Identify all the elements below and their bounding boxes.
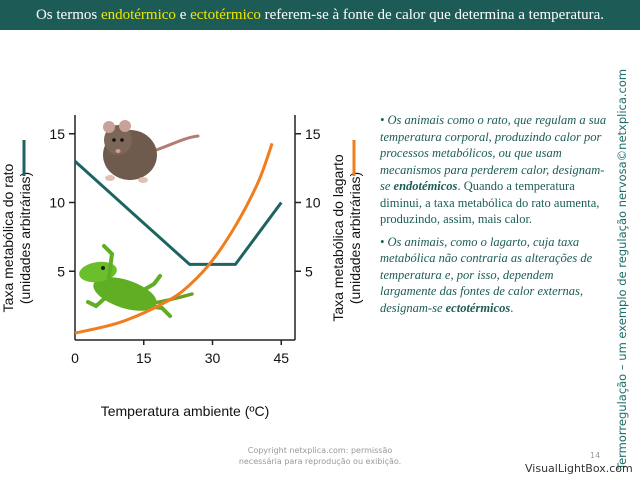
- term-ectotermicos: ectotérmicos: [445, 300, 511, 315]
- y-tick-left-label: 10: [49, 195, 65, 211]
- lizard-series-line: [74, 142, 274, 335]
- rat-nose: [115, 149, 121, 153]
- y-axis-label-right-2: (unidades arbitrárias): [347, 172, 363, 304]
- rat-paw-right: [138, 177, 148, 183]
- x-tick-label: 0: [71, 350, 79, 366]
- lizard-leg-front-upper: [102, 244, 115, 286]
- rat-ear-right: [119, 120, 131, 132]
- x-axis-label: Temperatura ambiente (ºC): [101, 403, 270, 419]
- copyright-line-2: necessária para reprodução ou exibição.: [238, 457, 402, 466]
- y-tick-right-label: 10: [305, 195, 321, 211]
- copyright-line-1: Copyright netxplica.com: permissão: [247, 446, 393, 455]
- header-bar: Os termos endotérmico e ectotérmico refe…: [0, 0, 640, 30]
- side-title: Termorregulação – um exemplo de regulaçã…: [615, 68, 629, 470]
- y-axis-label-left-1: Taxa metabólica do rato: [0, 163, 16, 312]
- page-number: 14: [590, 451, 601, 460]
- bullet-2: •: [380, 234, 388, 249]
- header-text-2: e: [175, 7, 191, 23]
- y-tick-left-label: 15: [49, 126, 65, 142]
- paragraph-2-rest: .: [510, 300, 514, 315]
- y-axis-label-left-2: (unidades arbitrárias): [17, 172, 33, 304]
- lizard-leg-front-lower: [86, 290, 114, 309]
- paragraph-1-rest: . Quando a temperatura diminui, a taxa m…: [380, 179, 600, 226]
- paragraph-ectotermicos: • Os animais, como o lagarto, cuja taxa …: [380, 234, 612, 317]
- y-tick-left-label: 5: [57, 263, 65, 279]
- watermark-text: VisualLightBox.com: [525, 462, 633, 475]
- x-tick-label: 15: [136, 350, 152, 366]
- rat-ear-left: [103, 121, 115, 133]
- copyright-footer: Copyright netxplica.com: permissão neces…: [210, 445, 430, 467]
- paragraph-endotermicos: • Os animais como o rato, que regulam a …: [380, 112, 612, 228]
- rat-eye-left: [112, 138, 116, 142]
- text-panel: • Os animais como o rato, que regulam a …: [380, 112, 612, 322]
- y-tick-right-label: 5: [305, 263, 313, 279]
- y-axis-label-right-1: Taxa metabólica do lagarto: [330, 154, 346, 322]
- paragraph-2-intro: Os animais, como o lagarto, cuja taxa me…: [380, 234, 593, 315]
- header-text-3: referem-se à fonte de calor que determin…: [260, 7, 605, 23]
- rat-series-line: [73, 160, 283, 266]
- lizard-illustration: [79, 244, 194, 318]
- metabolic-rate-chart: Taxa metabólica do rato (unidades arbitr…: [0, 115, 363, 419]
- chart-axes: [74, 115, 296, 341]
- x-tick-label: 45: [273, 350, 289, 366]
- rat-illustration: [103, 120, 200, 183]
- lizard-eye: [101, 266, 105, 270]
- term-endotermicos: endotémicos: [393, 179, 458, 193]
- x-tick-label: 30: [205, 350, 221, 366]
- rat-tail: [148, 134, 200, 154]
- chart-ticks: 15 10 5 15 10 5 0 15 30 45: [49, 126, 320, 366]
- lizard-leg-back-lower: [144, 304, 172, 318]
- header-term-ectotermico: ectotérmico: [190, 7, 261, 23]
- header-term-endotermico: endotérmico: [100, 7, 176, 23]
- header-text-1: Os termos: [35, 7, 101, 23]
- paragraph-1-intro: Os animais como o rato, que regulam a su…: [380, 113, 607, 193]
- y-tick-right-label: 15: [305, 126, 321, 142]
- lizard-leg-back-upper: [138, 274, 162, 294]
- rat-paw-left: [105, 175, 115, 181]
- bullet-1: •: [380, 113, 388, 127]
- rat-eye-right: [120, 138, 124, 142]
